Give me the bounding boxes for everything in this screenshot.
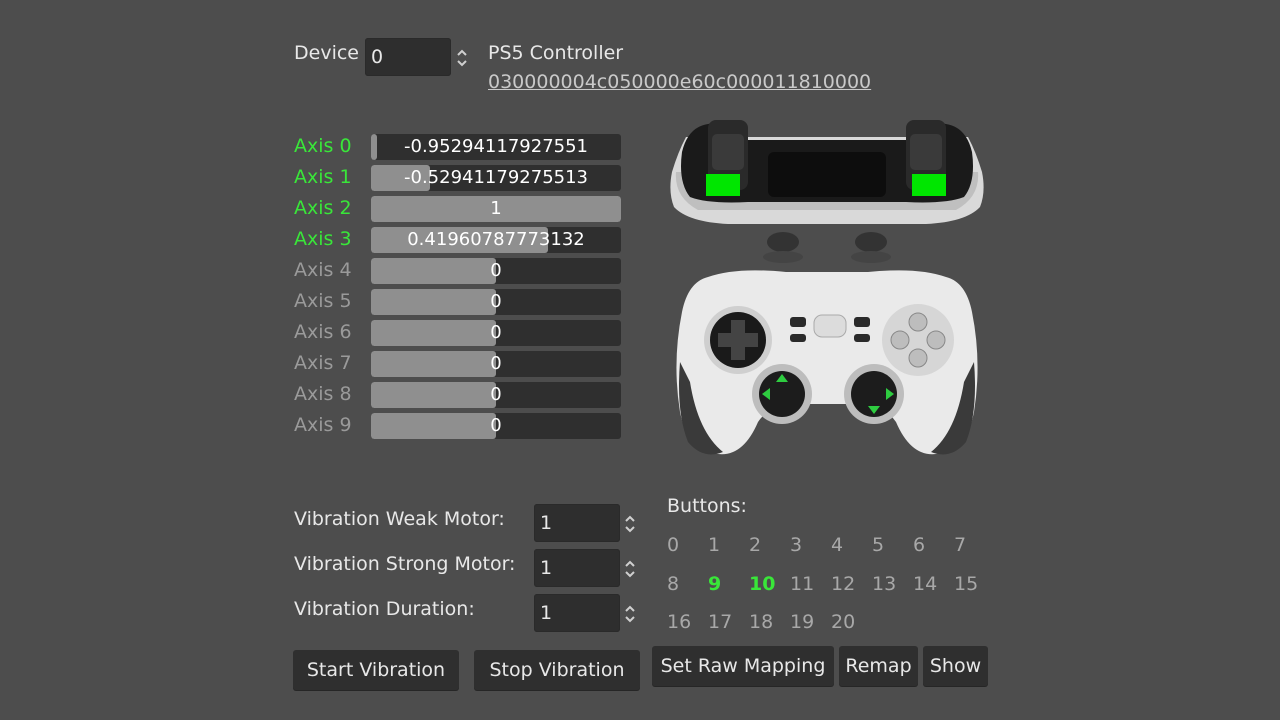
left-stick-left-indicator (762, 388, 770, 400)
axis-bar: 0 (371, 289, 621, 315)
stop-vibration-button[interactable]: Stop Vibration (474, 650, 640, 690)
axis-bar-fill (371, 165, 430, 191)
device-spin-arrows-icon[interactable] (455, 47, 469, 69)
button-indicator: 19 (790, 611, 815, 633)
vibration-duration-spin-arrows-icon[interactable] (623, 603, 637, 625)
axis-bar-fill (371, 134, 377, 160)
axis-label: Axis 4 (294, 259, 352, 281)
vibration-weak-label: Vibration Weak Motor: (294, 508, 505, 530)
button-indicator: 0 (667, 534, 680, 556)
button-indicator: 6 (913, 534, 926, 556)
axis-bar-fill (371, 258, 496, 284)
axis-bar: 0 (371, 351, 621, 377)
button-indicator: 12 (831, 573, 856, 595)
vibration-duration-spinbox[interactable]: 1 (534, 594, 620, 632)
axis-value: 1 (490, 198, 502, 219)
device-name: PS5 Controller (488, 42, 624, 64)
button-indicator: 10 (749, 573, 776, 595)
axis-bar: 0 (371, 258, 621, 284)
device-value: 0 (371, 46, 384, 68)
vibration-strong-value: 1 (540, 557, 553, 579)
axis-bar: -0.52941179275513 (371, 165, 621, 191)
buttons-title: Buttons: (667, 495, 747, 517)
button-indicator: 11 (790, 573, 815, 595)
button-indicator: 5 (872, 534, 885, 556)
axis-bar-fill (371, 320, 496, 346)
device-spinbox[interactable]: 0 (365, 38, 451, 76)
button-indicator: 7 (954, 534, 967, 556)
button-indicator: 14 (913, 573, 938, 595)
axis-value: 0 (490, 260, 502, 281)
axis-bar: 0 (371, 413, 621, 439)
axis-bar-fill (371, 382, 496, 408)
device-guid-link[interactable]: 030000004c050000e60c000011810000 (488, 71, 872, 93)
axis-bar-fill (371, 351, 496, 377)
axis-label: Axis 8 (294, 383, 352, 405)
axis-bar: 0.41960787773132 (371, 227, 621, 253)
left-trigger-indicator (706, 174, 740, 196)
axis-value: 0.41960787773132 (407, 229, 585, 250)
right-stick-right-indicator (886, 388, 894, 400)
axis-label: Axis 5 (294, 290, 352, 312)
gamepad-front-view (676, 270, 978, 455)
remap-button[interactable]: Remap (839, 646, 918, 686)
device-label: Device (294, 42, 359, 64)
axis-label: Axis 3 (294, 228, 352, 250)
axis-bar: 0 (371, 382, 621, 408)
right-trigger-indicator (912, 174, 946, 196)
axis-label: Axis 0 (294, 135, 352, 157)
axis-label: Axis 6 (294, 321, 352, 343)
button-indicator: 9 (708, 573, 722, 595)
axis-value: -0.52941179275513 (404, 167, 588, 188)
axis-value: 0 (490, 322, 502, 343)
left-stick-up-indicator (776, 374, 788, 382)
vibration-duration-value: 1 (540, 602, 553, 624)
vibration-weak-spinbox[interactable]: 1 (534, 504, 620, 542)
axis-bar-fill (371, 227, 548, 253)
axis-label: Axis 2 (294, 197, 352, 219)
right-stick-down-indicator (868, 406, 880, 414)
axis-label: Axis 1 (294, 166, 352, 188)
button-indicator: 16 (667, 611, 692, 633)
axis-value: 0 (490, 384, 502, 405)
button-indicator: 20 (831, 611, 856, 633)
axis-value: 0 (490, 415, 502, 436)
gamepad-top-view (670, 120, 984, 263)
vibration-weak-spin-arrows-icon[interactable] (623, 513, 637, 535)
show-button[interactable]: Show (923, 646, 988, 686)
axis-value: 0 (490, 353, 502, 374)
button-indicator: 3 (790, 534, 803, 556)
button-indicator: 17 (708, 611, 733, 633)
vibration-duration-label: Vibration Duration: (294, 598, 475, 620)
button-indicator: 15 (954, 573, 979, 595)
axis-bar: 1 (371, 196, 621, 222)
vibration-strong-spinbox[interactable]: 1 (534, 549, 620, 587)
axis-label: Axis 7 (294, 352, 352, 374)
button-indicator: 2 (749, 534, 762, 556)
button-indicator: 1 (708, 534, 721, 556)
axis-value: -0.95294117927551 (404, 136, 588, 157)
axis-value: 0 (490, 291, 502, 312)
axis-bar: 0 (371, 320, 621, 346)
axis-bar: -0.95294117927551 (371, 134, 621, 160)
axis-bar-fill (371, 196, 621, 222)
axis-bar-fill (371, 413, 496, 439)
start-vibration-button[interactable]: Start Vibration (293, 650, 459, 690)
button-indicator: 18 (749, 611, 774, 633)
axis-bar-fill (371, 289, 496, 315)
set-raw-mapping-button[interactable]: Set Raw Mapping (652, 646, 834, 686)
axis-label: Axis 9 (294, 414, 352, 436)
vibration-strong-label: Vibration Strong Motor: (294, 553, 516, 575)
gamepad-diagram (670, 120, 984, 455)
vibration-weak-value: 1 (540, 512, 553, 534)
vibration-strong-spin-arrows-icon[interactable] (623, 558, 637, 580)
button-indicator: 8 (667, 573, 680, 595)
button-indicator: 13 (872, 573, 897, 595)
button-indicator: 4 (831, 534, 844, 556)
